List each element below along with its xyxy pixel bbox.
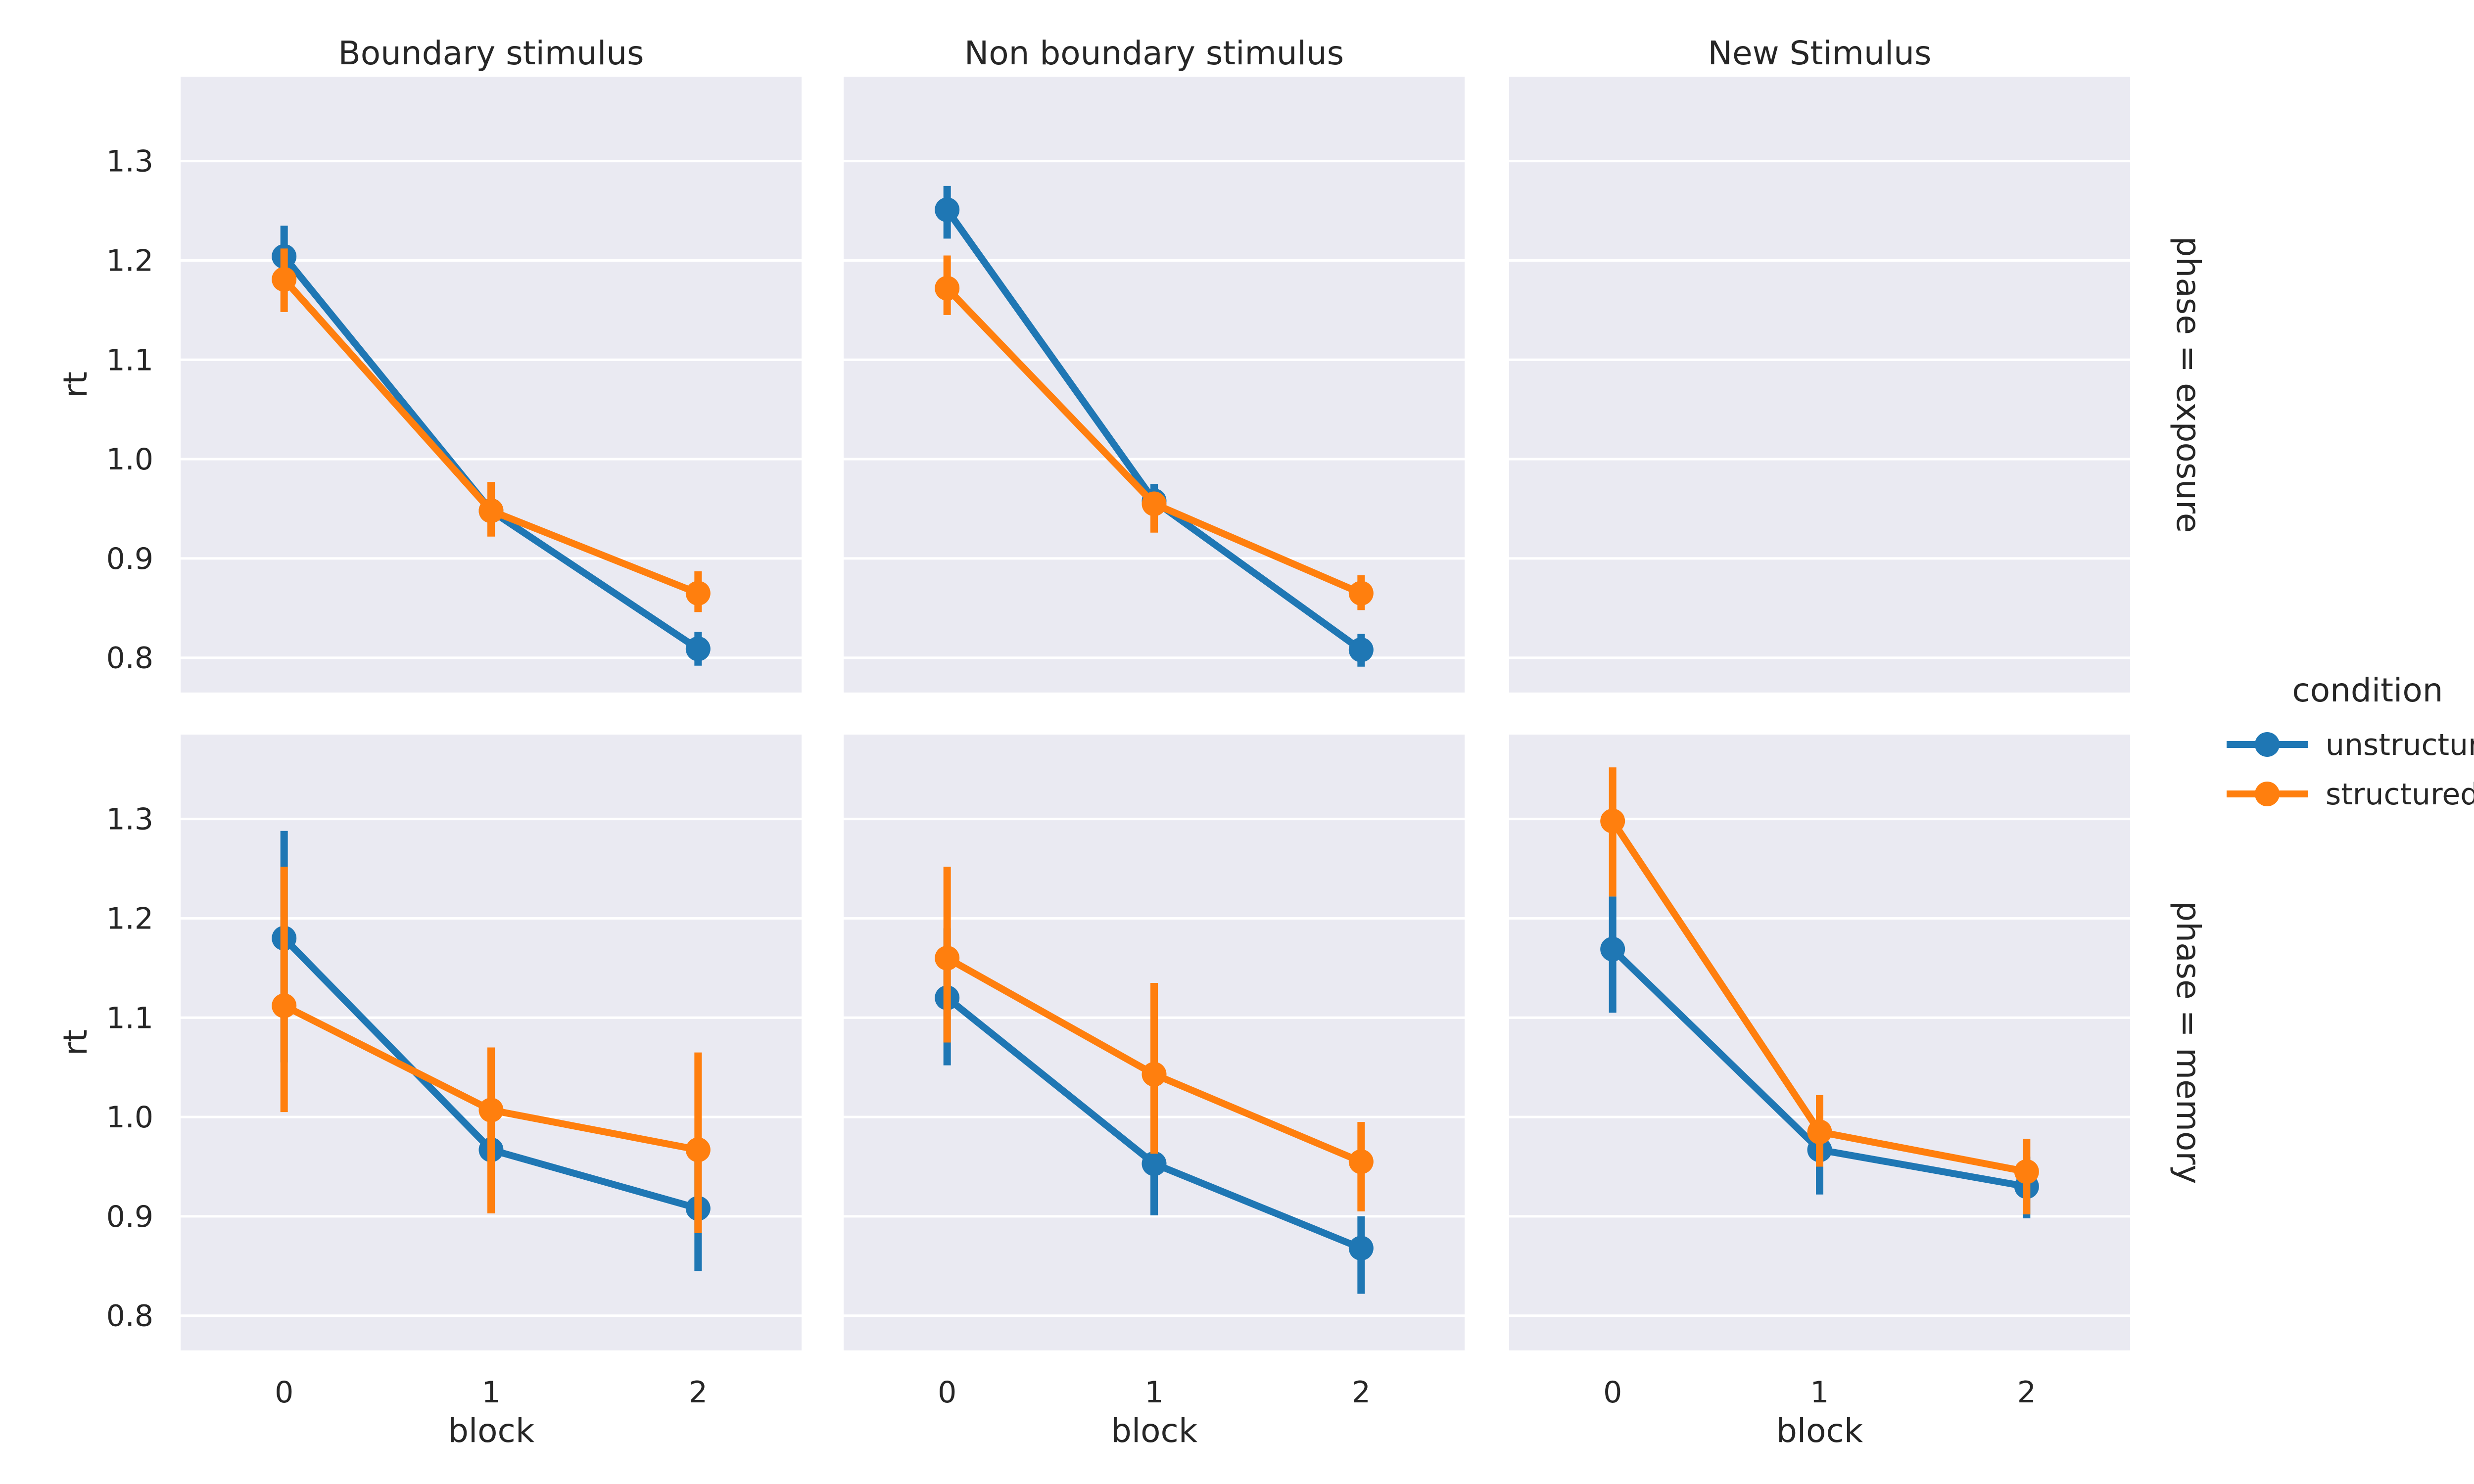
data-point (1142, 491, 1167, 516)
column-title: Boundary stimulus (338, 34, 644, 72)
data-point (685, 636, 711, 661)
panel-1-0 (181, 735, 802, 1350)
x-tick-label: 2 (1352, 1375, 1371, 1410)
series-structured (272, 867, 711, 1234)
panel-0-0 (181, 77, 802, 693)
y-tick-label: 1.3 (106, 802, 153, 837)
x-tick-label: 1 (481, 1375, 500, 1410)
x-tick-label: 1 (1810, 1375, 1829, 1410)
data-point (272, 267, 297, 292)
data-point (1348, 637, 1374, 662)
y-tick-label: 0.9 (106, 542, 153, 576)
panel-background (181, 77, 802, 693)
legend-marker (2255, 782, 2280, 806)
y-axis-title: rt (56, 371, 95, 398)
legend-entry-unstructured: unstructured (2227, 728, 2474, 762)
y-tick-label: 0.8 (106, 1299, 153, 1334)
series-structured (935, 867, 1374, 1211)
y-tick-label: 1.0 (106, 1100, 153, 1135)
panel-background (1509, 77, 2130, 693)
data-point (1600, 936, 1625, 962)
y-tick-label: 1.1 (106, 343, 153, 377)
legend-marker (2255, 732, 2280, 757)
panel-0-1 (844, 77, 1465, 693)
data-point (935, 197, 960, 223)
data-point (1348, 581, 1374, 606)
x-tick-label: 2 (2017, 1375, 2036, 1410)
series-structured (935, 255, 1374, 610)
column-title: New Stimulus (1708, 34, 1932, 72)
x-tick-label: 2 (689, 1375, 708, 1410)
data-point (1142, 1062, 1167, 1087)
panel-0-2 (1509, 77, 2130, 693)
data-point (935, 276, 960, 301)
y-tick-label: 0.9 (106, 1200, 153, 1234)
panel-series-1-0 (272, 831, 711, 1271)
y-tick-label: 1.2 (106, 901, 153, 936)
panels: Boundary stimulus Non boundary stimulus Ne… (56, 34, 2207, 1450)
series-structured (1600, 767, 2039, 1214)
data-point (1142, 1151, 1167, 1176)
panel-background (181, 735, 802, 1350)
y-tick-label: 1.0 (106, 442, 153, 477)
panel-series-0-1 (935, 186, 1374, 667)
x-axis-title: block (1111, 1412, 1198, 1450)
data-point (478, 498, 504, 523)
data-point (1600, 808, 1625, 834)
y-axis-title: rt (56, 1029, 95, 1056)
y-tick-label: 1.3 (106, 144, 153, 179)
x-tick-label: 0 (275, 1375, 293, 1410)
x-axis-title: block (448, 1412, 535, 1450)
panel-series-1-2 (1600, 767, 2039, 1218)
x-tick-label: 0 (1603, 1375, 1622, 1410)
data-point (935, 945, 960, 971)
data-point (685, 1137, 711, 1162)
data-point (1348, 1149, 1374, 1174)
x-tick-label: 1 (1144, 1375, 1163, 1410)
legend-entry-structured: structured (2227, 777, 2474, 812)
data-point (272, 993, 297, 1019)
legend-label: unstructured (2326, 728, 2474, 762)
panel-series-1-1 (935, 867, 1374, 1294)
x-axis-title: block (1776, 1412, 1863, 1450)
row-title: phase = memory (2169, 901, 2207, 1184)
panel-background (844, 77, 1465, 693)
column-title: Non boundary stimulus (964, 34, 1344, 72)
data-point (1348, 1236, 1374, 1261)
legend-title: condition (2292, 671, 2443, 709)
y-tick-label: 1.1 (106, 1001, 153, 1035)
panel-series-0-0 (272, 226, 711, 666)
data-point (2014, 1159, 2039, 1184)
y-tick-label: 0.8 (106, 641, 153, 676)
row-title: phase = exposure (2169, 236, 2207, 533)
data-point (478, 1098, 504, 1123)
data-point (685, 581, 711, 606)
y-tick-label: 1.2 (106, 243, 153, 278)
x-tick-label: 0 (938, 1375, 956, 1410)
data-point (1807, 1119, 1832, 1145)
legend-label: structured (2326, 777, 2474, 812)
legend: condition unstructured structured (2227, 671, 2474, 812)
series-structured (272, 248, 711, 612)
